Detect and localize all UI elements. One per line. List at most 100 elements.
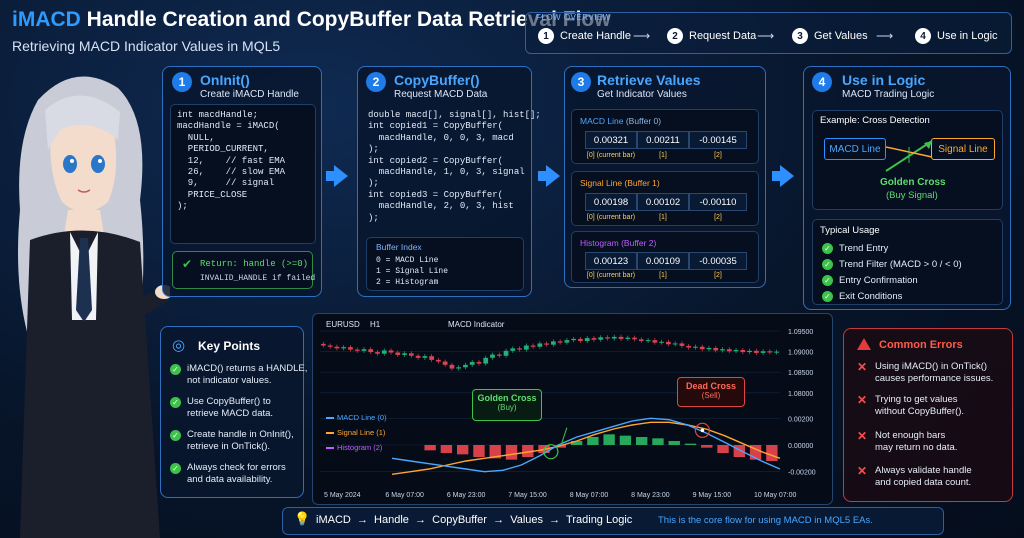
price-tick-label: 1.08500 — [788, 370, 813, 377]
signal-value-1: 0.00102 — [637, 193, 689, 211]
buffer-index-box — [366, 237, 524, 291]
candle-body — [449, 364, 455, 369]
candle-body — [706, 347, 712, 350]
signal-index-2: [2] — [714, 214, 722, 221]
histogram-index-0: [0] (current bar) — [586, 272, 636, 279]
common-errors-title: Common Errors — [879, 339, 963, 351]
error-item: ✕ Using iMACD() in OnTick() causes perform… — [857, 360, 994, 384]
typical-usage-box — [812, 219, 1003, 305]
candle-body — [354, 349, 360, 351]
flow-step-2: 2 Request Data — [667, 28, 756, 44]
flow-overview-box — [525, 12, 1012, 54]
flow-arrow-icon: ⟶ — [633, 29, 651, 43]
key-point-item: ✓ Always check for errors and data availab… — [170, 462, 286, 486]
dead-cross-marker — [694, 422, 710, 438]
histogram-value-1: 0.00109 — [637, 252, 689, 270]
arrow-icon — [538, 171, 546, 181]
candle-body — [388, 350, 394, 353]
golden-cross-pointer — [560, 427, 568, 446]
usage-item: ✓ Trend Filter (MACD > 0 / < 0) — [822, 259, 962, 271]
histogram-bar — [749, 445, 762, 460]
candle-body — [686, 345, 692, 348]
candle-body — [733, 350, 739, 352]
arrow-icon — [334, 165, 348, 187]
step1-return-box — [172, 251, 313, 289]
step2-code: double macd[], signal[], hist[]; int copi… — [368, 110, 541, 223]
x-tick-label: 7 May 15:00 — [508, 492, 547, 499]
golden-cross-marker — [543, 444, 559, 460]
chart-symbol: EURUSD — [326, 320, 360, 329]
candle-body — [503, 350, 509, 356]
histogram-bar — [733, 445, 746, 457]
candle-body — [463, 364, 468, 368]
candle-body — [557, 341, 563, 343]
x-tick-label: 10 May 07:00 — [754, 492, 797, 499]
candle-body — [720, 349, 725, 351]
candle-body — [544, 343, 549, 345]
macd-tick-label: 0.00200 — [788, 416, 813, 423]
price-tick-label: 1.08000 — [788, 391, 813, 398]
step3-title: Retrieve Values — [597, 72, 701, 88]
cross-example-title: Example: Cross Detection — [820, 115, 930, 126]
target-icon: ◎ — [172, 337, 186, 354]
candle-body — [774, 351, 779, 353]
histogram-bar — [652, 438, 664, 445]
usage-item: ✓ Trend Entry — [822, 243, 888, 255]
macd-value-0: 0.00321 — [585, 131, 637, 149]
cross-lines-icon — [885, 140, 933, 172]
candle-body — [490, 354, 495, 358]
signal-line — [391, 421, 781, 475]
histogram-bar — [570, 441, 583, 445]
macd-line — [391, 417, 781, 473]
error-item: ✕ Trying to get values without CopyBuffer(… — [857, 393, 965, 417]
price-tick-label: 1.09500 — [788, 329, 813, 336]
candle-body — [564, 340, 570, 343]
candle-body — [645, 340, 651, 342]
golden-cross-label: Golden Cross — [880, 177, 946, 188]
legend-histogram: Histogram (2) — [326, 443, 382, 452]
legend-macd: MACD Line (0) — [326, 413, 387, 422]
candle-body — [652, 340, 658, 343]
x-tick-label: 5 May 2024 — [324, 492, 361, 499]
footer-bar — [282, 507, 944, 535]
histogram-index-1: [1] — [659, 272, 667, 279]
footer-flow: iMACD → Handle → CopyBuffer → Values → T… — [316, 514, 633, 526]
step1-subtitle: Create iMACD Handle — [200, 89, 299, 100]
macd-line-box: MACD Line — [824, 138, 886, 160]
candle-body — [422, 356, 428, 358]
step4-subtitle: MACD Trading Logic — [842, 89, 935, 100]
page-subtitle: Retrieving MACD Indicator Values in MQL5 — [12, 38, 281, 54]
x-tick-label: 8 May 23:00 — [631, 492, 670, 499]
macd-index-2: [2] — [714, 152, 722, 159]
chart-timeframe: H1 — [370, 320, 381, 329]
candle-body — [381, 350, 387, 354]
histogram-bar — [766, 445, 778, 461]
candle-body — [659, 341, 664, 343]
price-tick-label: 1.09000 — [788, 350, 813, 357]
candle-body — [672, 343, 678, 345]
candle-body — [537, 343, 543, 347]
candle-body — [496, 354, 502, 356]
candle-body — [571, 338, 577, 341]
macd-index-0: [0] (current bar) — [586, 152, 636, 159]
step1-return-sub: INVALID_HANDLE if failed — [200, 274, 316, 283]
histogram-value-2: -0.00035 — [689, 252, 747, 270]
candle-body — [334, 346, 340, 349]
candle-body — [402, 353, 407, 355]
page-title: iMACD Handle Creation and CopyBuffer Dat… — [12, 8, 611, 31]
legend-signal: Signal Line (1) — [326, 428, 385, 437]
signal-index-1: [1] — [659, 214, 667, 221]
histogram-bar — [603, 434, 615, 445]
histogram-bar — [701, 445, 713, 448]
macd-tick-label: 0.00000 — [788, 443, 813, 450]
candle-body — [753, 350, 759, 353]
candle-body — [523, 345, 529, 350]
candle-body — [666, 341, 671, 345]
histogram-bar — [456, 445, 469, 455]
macd-values-title: MACD Line (Buffer 0) — [580, 116, 662, 126]
step3-number: 3 — [571, 72, 591, 92]
signal-values-title: Signal Line (Buffer 1) — [580, 178, 660, 188]
candle-body — [395, 352, 401, 355]
candle-body — [591, 338, 597, 340]
histogram-values-title: Histogram (Buffer 2) — [580, 238, 657, 248]
